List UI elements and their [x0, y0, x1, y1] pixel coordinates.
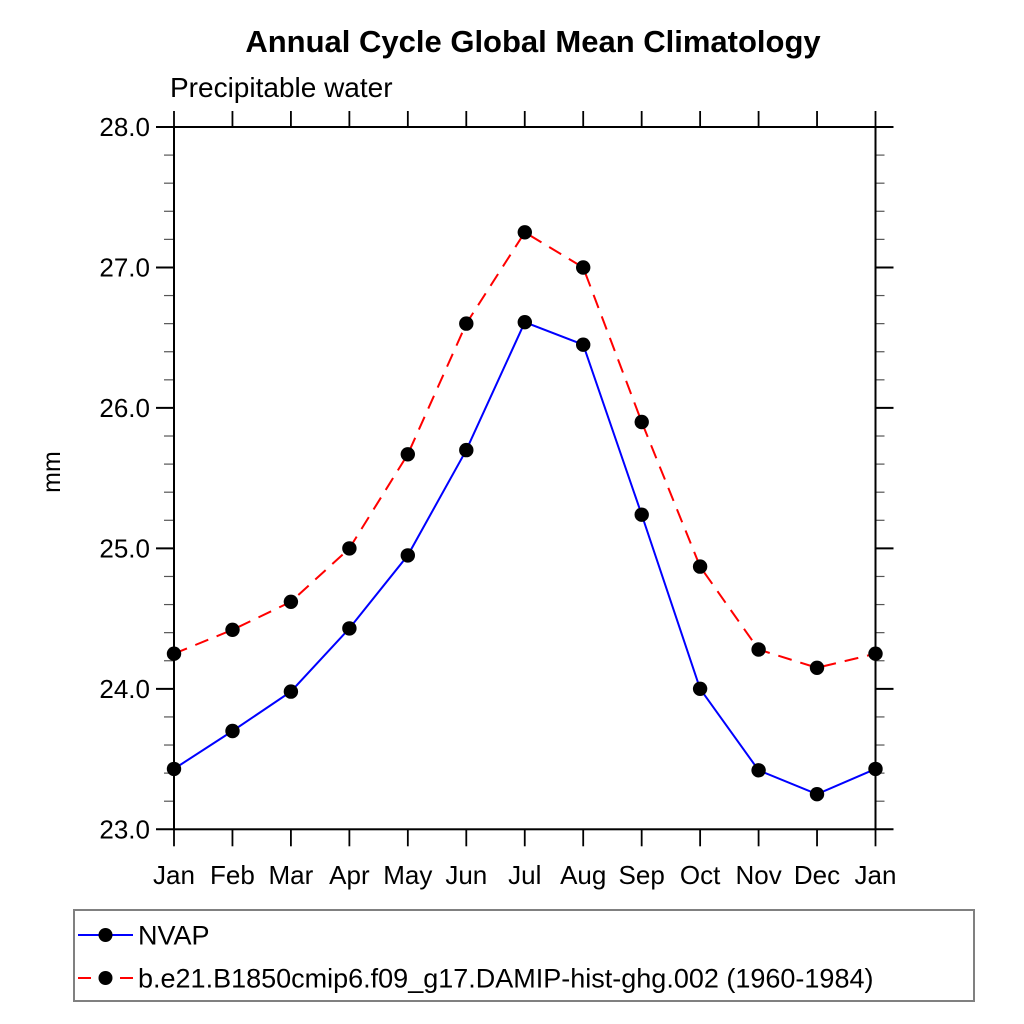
x-tick-label: Apr	[329, 860, 370, 890]
data-point-marker	[166, 761, 182, 777]
data-point-marker	[868, 646, 883, 661]
x-tick-label: Jan	[855, 860, 897, 890]
chart-title: Annual Cycle Global Mean Climatology	[245, 24, 821, 59]
data-point-marker	[459, 316, 474, 331]
data-point-marker	[283, 684, 299, 699]
y-tick-label: 23.0	[99, 814, 150, 844]
data-point-marker	[809, 787, 825, 802]
legend-entry: b.e21.B1850cmip6.f09_g17.DAMIP-hist-ghg.…	[78, 964, 873, 994]
axis-ticks	[156, 111, 894, 847]
data-point-marker	[576, 337, 591, 352]
legend-entries: NVAP b.e21.B1850cmip6.f09_g17.DAMIP-hist-…	[78, 921, 873, 994]
plot-frame	[173, 126, 877, 831]
data-point-marker	[809, 660, 825, 675]
x-tick-label: Sep	[619, 860, 665, 890]
data-point-marker	[634, 507, 649, 522]
series-nvap	[166, 315, 883, 802]
x-tick-label: May	[383, 860, 432, 890]
data-point-marker	[751, 763, 766, 778]
data-series	[166, 225, 883, 802]
y-axis-label: mm	[38, 451, 66, 493]
data-point-marker	[225, 723, 240, 739]
legend-marker	[98, 971, 113, 985]
chart-subtitle: Precipitable water	[170, 72, 393, 103]
legend-box	[73, 909, 975, 1002]
data-point-marker	[459, 442, 474, 458]
y-tick-label: 25.0	[99, 533, 150, 563]
data-point-marker	[166, 646, 182, 661]
data-point-marker	[283, 594, 299, 609]
y-tick-label: 28.0	[99, 112, 150, 142]
y-tick-label: 27.0	[99, 252, 150, 282]
x-tick-label: Feb	[210, 860, 255, 890]
data-point-marker	[868, 761, 883, 777]
x-tick-label: Jun	[445, 860, 487, 890]
legend-label: NVAP	[138, 921, 210, 951]
x-tick-label: Dec	[794, 860, 840, 890]
data-point-marker	[517, 315, 532, 330]
data-point-marker	[634, 414, 649, 430]
y-tick-label: 26.0	[99, 393, 150, 423]
x-tick-label: Aug	[560, 860, 606, 890]
legend-entry: NVAP	[78, 921, 210, 951]
axis-tick-labels: Jan Feb Mar Apr May Jun Jul Aug Sep Oct Nov Dec Jan2…	[99, 112, 896, 890]
data-point-marker	[751, 642, 766, 657]
x-tick-label: Jul	[508, 860, 541, 890]
data-point-marker	[400, 548, 415, 563]
data-point-marker	[342, 541, 357, 556]
data-point-marker	[692, 559, 708, 574]
data-point-marker	[517, 225, 532, 240]
x-tick-label: Nov	[735, 860, 781, 890]
data-point-marker	[576, 260, 591, 275]
data-point-marker	[225, 622, 240, 637]
legend-marker	[98, 928, 113, 942]
y-tick-label: 24.0	[99, 674, 150, 704]
data-point-marker	[342, 621, 357, 636]
x-tick-label: Oct	[680, 860, 721, 890]
legend-label: b.e21.B1850cmip6.f09_g17.DAMIP-hist-ghg.…	[138, 964, 873, 994]
x-tick-label: Mar	[269, 860, 314, 890]
series-line	[173, 230, 876, 669]
data-point-marker	[400, 447, 415, 462]
legend: NVAP b.e21.B1850cmip6.f09_g17.DAMIP-hist-…	[73, 909, 975, 1002]
x-tick-label: Jan	[153, 860, 195, 890]
series-line	[173, 320, 876, 796]
series-model	[166, 225, 883, 675]
data-point-marker	[692, 681, 708, 696]
